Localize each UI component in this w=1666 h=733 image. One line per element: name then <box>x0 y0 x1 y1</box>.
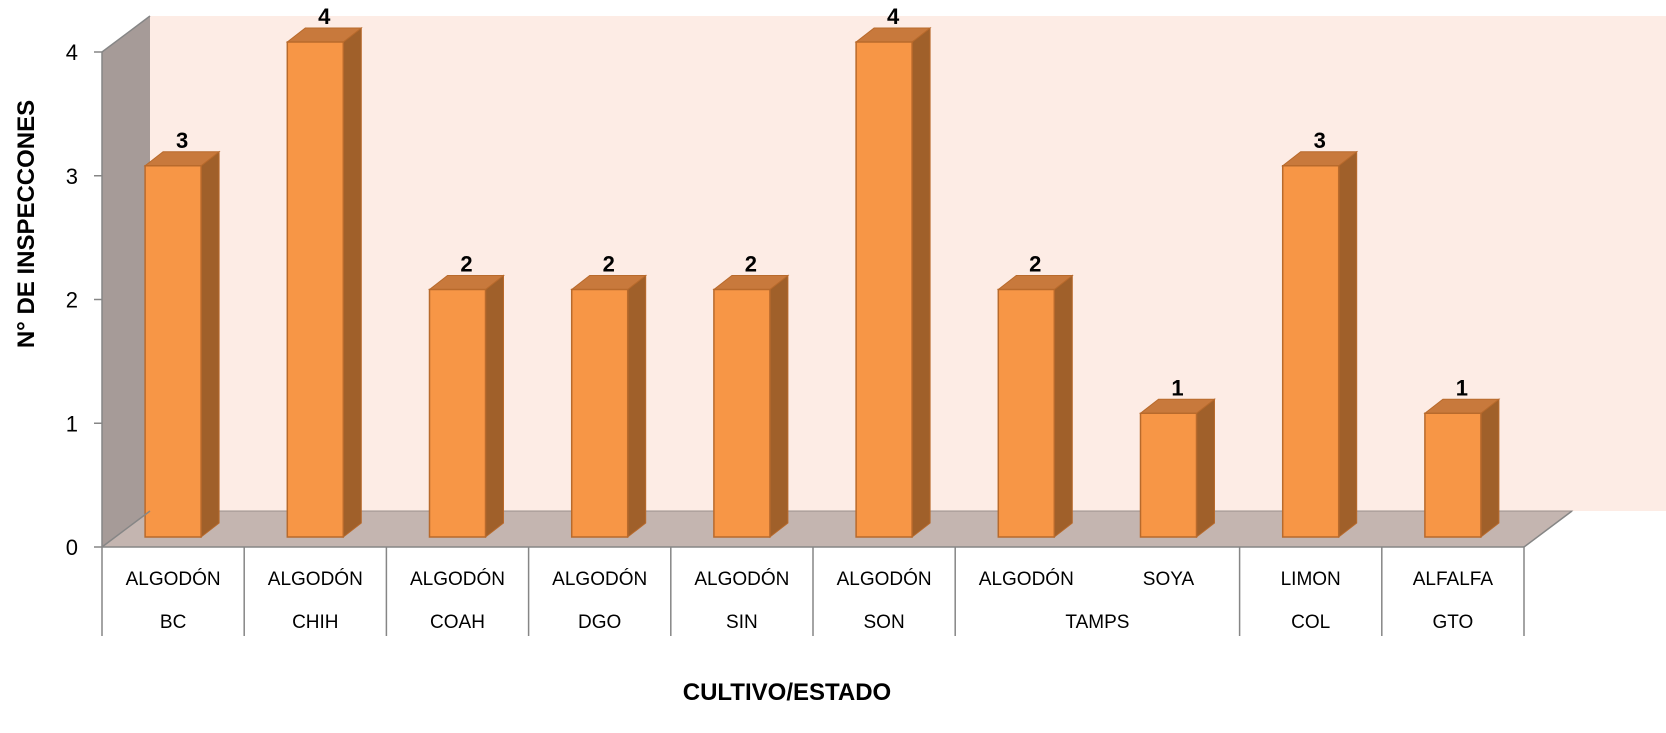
data-label: 2 <box>745 252 757 277</box>
x-category-label: ALGODÓN <box>979 568 1074 590</box>
x-category-label: SOYA <box>1143 569 1195 590</box>
x-group-label: BC <box>160 612 186 633</box>
x-category-label: ALGODÓN <box>694 568 789 590</box>
y-axis-title: N° DE INSPECCONES <box>13 100 40 348</box>
x-category-label: ALGODÓN <box>268 568 363 590</box>
bar-side <box>1480 398 1500 539</box>
bar: 4 <box>854 4 932 539</box>
y-tick-label: 3 <box>66 164 78 189</box>
data-label: 2 <box>1029 252 1041 277</box>
y-tick-label: 4 <box>66 40 78 65</box>
bar-side <box>1053 274 1073 539</box>
bar-side <box>769 274 789 539</box>
bars-group: 3 4 2 2 2 4 2 1 3 1 <box>143 4 1501 539</box>
x-category-label: ALGODÓN <box>552 568 647 590</box>
x-axis: ALGODÓN ALGODÓN ALGODÓN ALGODÓN ALGODÓN ALGOD… <box>101 510 1573 636</box>
bar: 1 <box>1139 375 1216 539</box>
x-group-label: COL <box>1291 612 1330 633</box>
x-category-label: ALFALFA <box>1413 569 1494 590</box>
bar-front <box>713 288 771 538</box>
x-group-label: TAMPS <box>1065 612 1129 633</box>
bar-front <box>997 288 1056 538</box>
x-category-label: ALGODÓN <box>126 568 221 590</box>
bar: 2 <box>570 252 648 539</box>
bar-front <box>144 165 202 538</box>
x-group-label: CHIH <box>292 612 338 633</box>
x-group-label: DGO <box>578 612 621 633</box>
x-category-label: LIMON <box>1281 569 1341 590</box>
bar: 2 <box>428 252 505 539</box>
bar: 3 <box>1281 128 1359 539</box>
bar: 3 <box>143 128 221 539</box>
data-label: 4 <box>887 4 900 29</box>
data-label: 1 <box>1456 375 1468 400</box>
bar: 4 <box>285 4 363 539</box>
data-label: 2 <box>603 252 615 277</box>
bar-front <box>1281 165 1340 538</box>
x-group-label: GTO <box>1432 612 1473 633</box>
bar-side <box>627 274 647 539</box>
bar-front <box>428 288 487 538</box>
x-category-label: ALGODÓN <box>837 568 932 590</box>
data-label: 3 <box>176 128 188 153</box>
bar-front <box>855 41 913 538</box>
data-label: 2 <box>460 252 472 277</box>
bar-front <box>1424 412 1482 538</box>
bar-side <box>342 26 362 539</box>
y-axis-top-edge <box>101 15 151 53</box>
x-group-label: SIN <box>726 612 758 633</box>
y-tick-label: 0 <box>66 535 78 560</box>
bar: 1 <box>1423 375 1501 539</box>
bar-side <box>485 274 504 539</box>
x-group-label: SON <box>864 612 905 633</box>
data-label: 4 <box>318 4 331 29</box>
floor-left-edge <box>101 510 151 548</box>
bar-side <box>200 150 220 539</box>
bar-front <box>286 41 345 538</box>
y-axis: 0 1 2 3 4 <box>66 15 151 560</box>
data-label: 3 <box>1314 128 1326 153</box>
bar-front <box>1139 412 1198 538</box>
x-category-label: ALGODÓN <box>410 568 505 590</box>
data-label: 1 <box>1171 375 1183 400</box>
x-axis-title: CULTIVO/ESTADO <box>683 679 891 706</box>
bar: 2 <box>712 252 790 539</box>
bar-front <box>570 288 629 538</box>
bar-side <box>1196 398 1215 539</box>
bar-side <box>1338 150 1358 539</box>
x-group-label: COAH <box>430 612 485 633</box>
y-tick-label: 1 <box>66 411 78 436</box>
bar-side <box>911 26 931 539</box>
bar: 2 <box>996 252 1074 539</box>
y-tick-label: 2 <box>66 288 78 313</box>
side-wall <box>102 16 150 547</box>
floor-right-edge <box>1523 510 1573 548</box>
